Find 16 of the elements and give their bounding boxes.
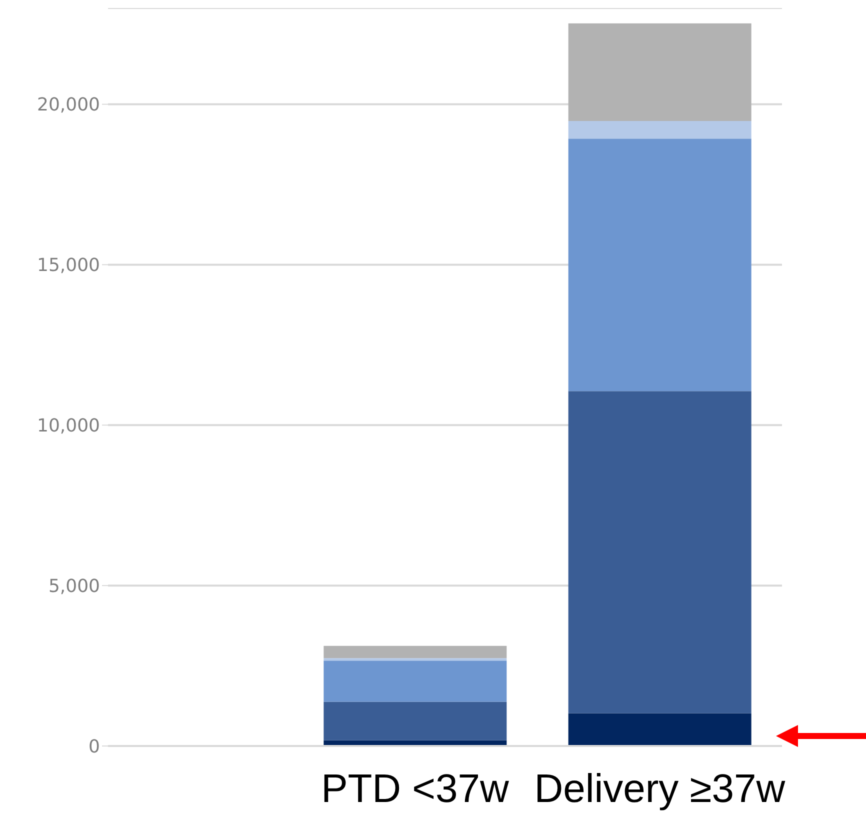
bar — [324, 646, 507, 658]
bar — [568, 23, 752, 121]
bar — [568, 120, 752, 139]
bar — [568, 713, 752, 746]
bar — [324, 702, 507, 740]
bar — [568, 138, 752, 392]
y-tick-label: 0 — [88, 736, 100, 758]
bar — [324, 660, 507, 702]
y-tick-label: 5,000 — [48, 576, 100, 597]
bar — [324, 658, 507, 661]
y-tick-label: 20,000 — [37, 94, 100, 116]
y-tick-label: 15,000 — [37, 255, 100, 276]
y-tick-label: 10,000 — [37, 416, 100, 437]
x-tick-label: PTD <37w — [321, 767, 510, 811]
x-tick-label: Delivery ≥37w — [534, 767, 786, 811]
bar — [568, 391, 752, 714]
